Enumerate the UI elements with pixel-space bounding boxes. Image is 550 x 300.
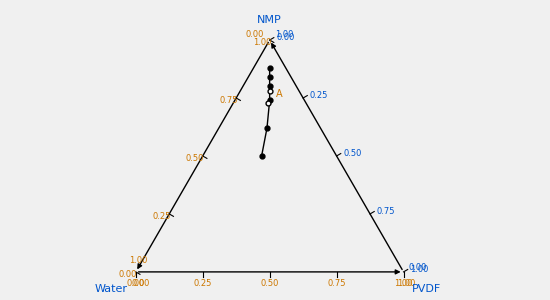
Text: PVDF: PVDF — [411, 284, 441, 294]
Text: 0.00: 0.00 — [132, 279, 150, 288]
Text: Water: Water — [95, 284, 128, 294]
Text: 0.00: 0.00 — [277, 33, 295, 42]
Text: A: A — [276, 89, 282, 99]
Text: 0.00: 0.00 — [119, 270, 138, 279]
Text: 0.25: 0.25 — [152, 212, 170, 221]
Text: 1.00: 1.00 — [253, 38, 271, 47]
Text: 0.00: 0.00 — [126, 279, 145, 288]
Text: 0.50: 0.50 — [261, 279, 279, 288]
Text: 1.00: 1.00 — [394, 279, 412, 288]
Text: 1.00: 1.00 — [397, 279, 415, 288]
Text: 1.00: 1.00 — [275, 30, 293, 39]
Text: 0.75: 0.75 — [377, 207, 395, 216]
Text: 0.00: 0.00 — [246, 30, 265, 39]
Text: 0.25: 0.25 — [310, 91, 328, 100]
Text: 0.00: 0.00 — [409, 263, 427, 272]
Text: NMP: NMP — [257, 15, 282, 25]
Text: 1.00: 1.00 — [129, 256, 147, 265]
Text: 0.75: 0.75 — [327, 279, 346, 288]
Text: 0.75: 0.75 — [219, 96, 238, 105]
Text: 0.25: 0.25 — [194, 279, 212, 288]
Text: 0.50: 0.50 — [343, 149, 362, 158]
Text: 1.00: 1.00 — [410, 265, 429, 274]
Text: 0.50: 0.50 — [186, 154, 204, 163]
